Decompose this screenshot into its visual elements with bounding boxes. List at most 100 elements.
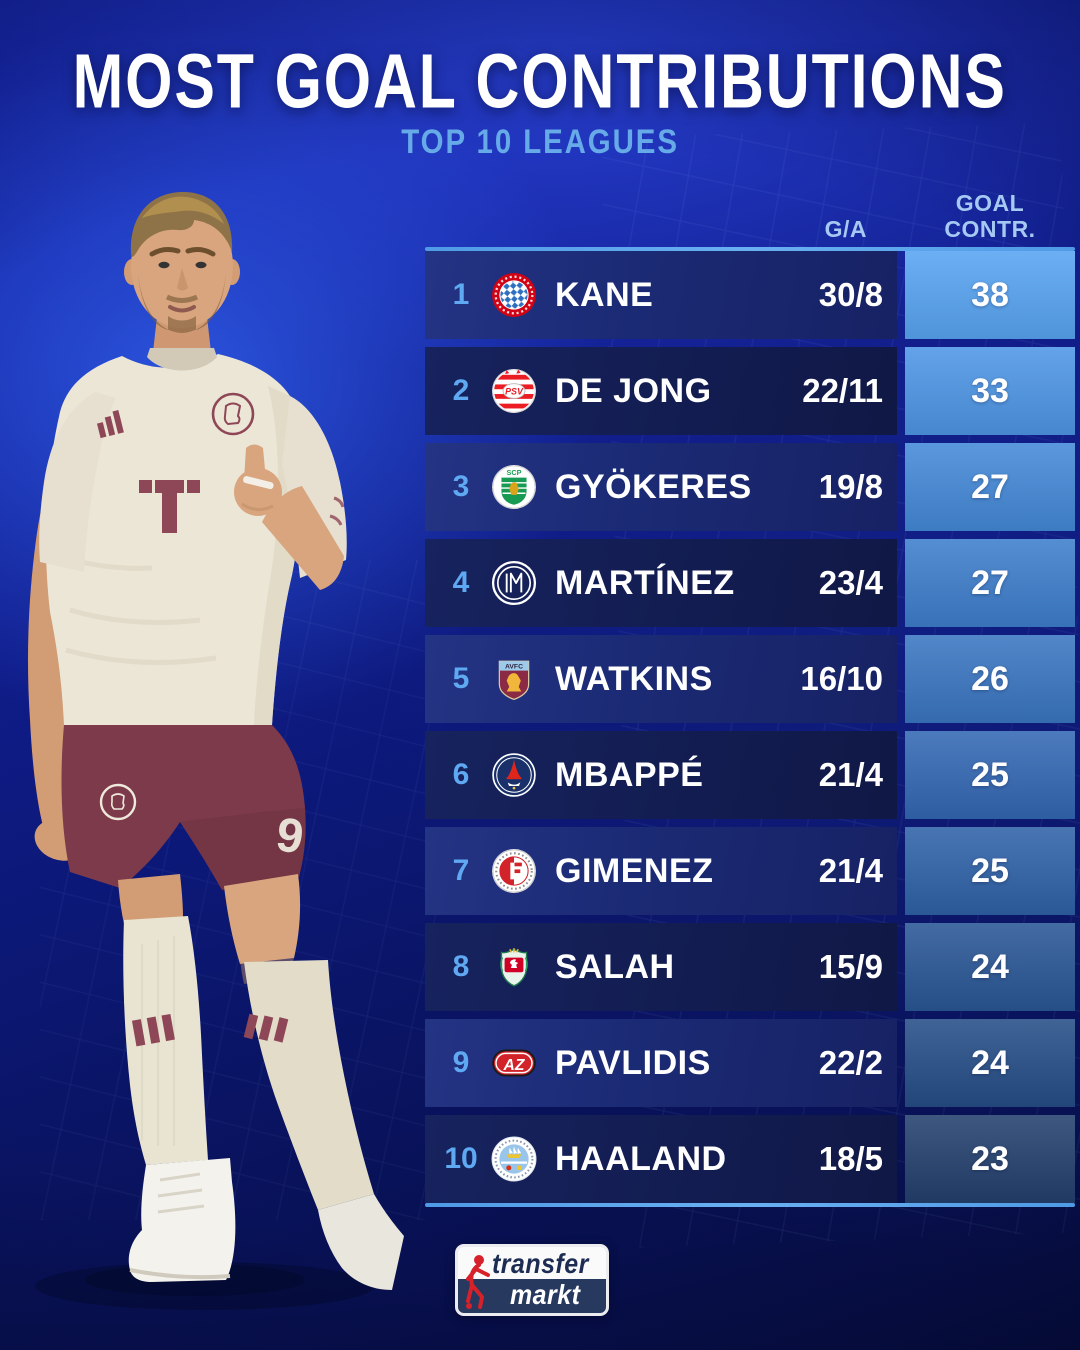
rank-number: 4: [452, 566, 470, 599]
rank-number: 6: [452, 758, 470, 791]
bayern-munich-badge: [491, 272, 537, 318]
row-main: 6 MBAPPÉ 21/4: [425, 731, 897, 819]
player-name: SALAH: [555, 947, 675, 986]
goal-contr-header-line2: CONTR.: [944, 216, 1036, 242]
player-name: PAVLIDIS: [555, 1043, 711, 1082]
rank-number: 2: [452, 374, 470, 407]
svg-text:AZ: AZ: [503, 1057, 526, 1074]
svg-text:PSV: PSV: [505, 387, 524, 397]
page-title: MOST GOAL CONTRIBUTIONS: [72, 37, 1008, 125]
ga-column-header: G/A: [824, 216, 867, 242]
goal-contr-cell: 33: [905, 347, 1075, 435]
player-name: HAALAND: [555, 1139, 727, 1178]
psv-eindhoven-badge: PSV: [491, 368, 537, 414]
brand-word-transfer: transfer: [492, 1248, 589, 1280]
ga-value: 22/11: [802, 372, 883, 409]
inter-milan-badge: [491, 560, 537, 606]
goal-contr-header-line1: GOAL: [955, 190, 1025, 216]
row-main: 10 HAALAND 18/5: [425, 1115, 897, 1203]
goal-contr-cell: 27: [905, 443, 1075, 531]
rank-number: 8: [452, 950, 470, 983]
player-name: GYÖKERES: [555, 467, 752, 506]
goal-contr-value: 24: [971, 947, 1009, 986]
ga-value: 23/4: [818, 564, 883, 601]
svg-text:SCP: SCP: [506, 468, 521, 477]
row-main: 3 SCP GYÖKERES 19/8: [425, 443, 897, 531]
svg-text:AVFC: AVFC: [505, 664, 523, 671]
ranking-table: G/A GOAL CONTR. 1 KANE 30/8 38 2 PSV DE …: [425, 190, 1075, 1207]
goal-contr-cell: 24: [905, 1019, 1075, 1107]
player-name: MARTÍNEZ: [555, 563, 735, 602]
player-name: KANE: [555, 275, 654, 314]
goal-contr-cell: 27: [905, 539, 1075, 627]
goal-contr-value: 23: [971, 1139, 1009, 1178]
goal-contr-cell: 23: [905, 1115, 1075, 1203]
feyenoord-badge: [491, 848, 537, 894]
rank-number: 1: [452, 278, 470, 311]
ga-value: 30/8: [818, 276, 883, 313]
manchester-city-badge: [491, 1136, 537, 1182]
rank-number: 10: [444, 1142, 478, 1175]
table-row: 4 MARTÍNEZ 23/4 27: [425, 539, 1075, 627]
row-main: 4 MARTÍNEZ 23/4: [425, 539, 897, 627]
goal-contr-cell: 25: [905, 827, 1075, 915]
goal-contr-value: 38: [971, 275, 1009, 314]
goal-contr-cell: 25: [905, 731, 1075, 819]
table-rows: 1 KANE 30/8 38 2 PSV DE JONG 22/11 33 3 …: [425, 251, 1075, 1203]
rank-number: 9: [452, 1046, 470, 1079]
table-row: 5 AVFC WATKINS 16/10 26: [425, 635, 1075, 723]
transfermarkt-logo: transfer markt: [455, 1244, 609, 1316]
psg-badge: [491, 752, 537, 798]
row-main: 5 AVFC WATKINS 16/10: [425, 635, 897, 723]
player-name: MBAPPÉ: [555, 755, 704, 794]
table-row: 1 KANE 30/8 38: [425, 251, 1075, 339]
goal-contr-value: 33: [971, 371, 1009, 410]
goal-contr-value: 25: [971, 851, 1009, 890]
goal-contr-value: 26: [971, 659, 1009, 698]
row-main: 9 AZ PAVLIDIS 22/2: [425, 1019, 897, 1107]
table-row: 6 MBAPPÉ 21/4 25: [425, 731, 1075, 819]
table-row: 2 PSV DE JONG 22/11 33: [425, 347, 1075, 435]
row-main: 1 KANE 30/8: [425, 251, 897, 339]
row-main: 2 PSV DE JONG 22/11: [425, 347, 897, 435]
table-bottom-border: [425, 1203, 1075, 1207]
rank-number: 5: [452, 662, 470, 695]
harry-kane-photo: 9: [28, 192, 404, 1310]
player-name: DE JONG: [555, 371, 712, 410]
table-row: 8 SALAH 15/9 24: [425, 923, 1075, 1011]
rank-number: 7: [452, 854, 470, 887]
player-name: GIMENEZ: [555, 851, 714, 890]
goal-contr-value: 27: [971, 467, 1009, 506]
table-row: 7 GIMENEZ 21/4 25: [425, 827, 1075, 915]
ga-value: 19/8: [818, 468, 883, 505]
ga-value: 15/9: [818, 948, 883, 985]
row-main: 8 SALAH 15/9: [425, 923, 897, 1011]
transfermarkt-player-icon: [466, 1255, 490, 1309]
table-row: 9 AZ PAVLIDIS 22/2 24: [425, 1019, 1075, 1107]
player-name: WATKINS: [555, 659, 713, 698]
liverpool-badge: [491, 944, 537, 990]
brand-word-markt: markt: [510, 1279, 581, 1311]
ga-value: 16/10: [800, 660, 883, 697]
sporting-cp-badge: SCP: [491, 464, 537, 510]
table-row: 10 HAALAND 18/5 23: [425, 1115, 1075, 1203]
goal-contr-value: 27: [971, 563, 1009, 602]
az-alkmaar-badge: AZ: [491, 1040, 537, 1086]
goal-contr-cell: 24: [905, 923, 1075, 1011]
page-subtitle: TOP 10 LEAGUES: [401, 121, 679, 162]
goal-contr-value: 25: [971, 755, 1009, 794]
ga-value: 22/2: [818, 1044, 883, 1081]
table-row: 3 SCP GYÖKERES 19/8 27: [425, 443, 1075, 531]
goal-contr-cell: 38: [905, 251, 1075, 339]
ga-value: 21/4: [818, 852, 883, 889]
ga-value: 21/4: [818, 756, 883, 793]
goal-contr-cell: 26: [905, 635, 1075, 723]
table-header: G/A GOAL CONTR.: [425, 190, 1075, 247]
row-main: 7 GIMENEZ 21/4: [425, 827, 897, 915]
aston-villa-badge: AVFC: [491, 656, 537, 702]
goal-contr-column-header: GOAL CONTR.: [905, 190, 1075, 242]
rank-number: 3: [452, 470, 470, 503]
ga-value: 18/5: [818, 1140, 883, 1177]
goal-contr-value: 24: [971, 1043, 1009, 1082]
